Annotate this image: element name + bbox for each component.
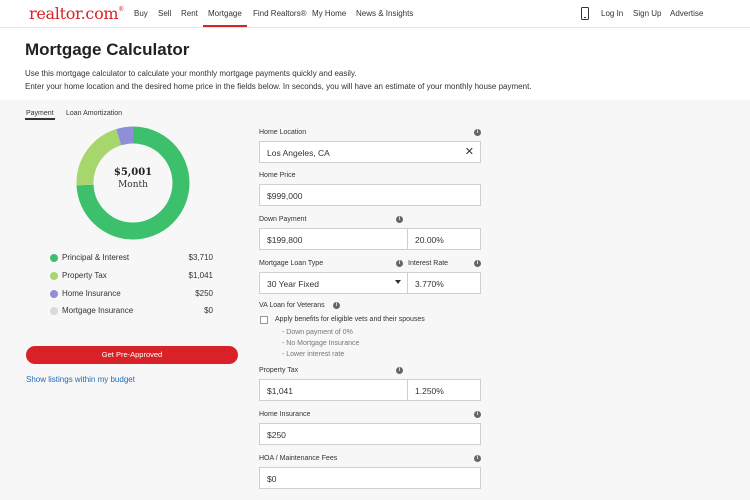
home-location-value: Los Angeles, CA [267, 148, 330, 158]
nav-buy[interactable]: Buy [134, 9, 148, 18]
tab-payment[interactable]: Payment [26, 110, 54, 117]
down-payment-input[interactable]: $199,800 [259, 228, 408, 250]
loan-type-label: Mortgage Loan Type [259, 260, 324, 267]
nav-news-insights[interactable]: News & Insights [356, 9, 414, 18]
legend-label: Mortgage Insurance [62, 306, 134, 315]
legend-dot [50, 307, 58, 315]
info-icon[interactable]: i [474, 455, 481, 462]
top-navigation: realtor.com® Buy Sell Rent Mortgage Find… [0, 0, 750, 28]
page-description-1: Use this mortgage calculator to calculat… [25, 69, 357, 78]
property-tax-percent-input[interactable]: 1.250% [407, 379, 481, 401]
legend-label: Home Insurance [62, 289, 121, 298]
interest-rate-input[interactable]: 3.770% [407, 272, 481, 294]
info-icon[interactable]: i [474, 129, 481, 136]
home-insurance-input[interactable]: $250 [259, 423, 481, 445]
tab-loan-amortization[interactable]: Loan Amortization [66, 110, 123, 117]
legend-label: Property Tax [62, 271, 107, 280]
monthly-payment-label: Month [118, 180, 148, 190]
down-payment-percent-input[interactable]: 20.00% [407, 228, 481, 250]
legend-label: Principal & Interest [62, 253, 130, 262]
nav-sign-up[interactable]: Sign Up [633, 9, 662, 18]
mobile-phone-icon[interactable] [581, 7, 589, 20]
legend-value: $250 [195, 289, 213, 298]
hoa-fees-label: HOA / Maintenance Fees [259, 455, 338, 462]
loan-type-value: 30 Year Fixed [267, 279, 319, 289]
nav-rent[interactable]: Rent [181, 9, 198, 18]
close-icon[interactable]: ✕ [464, 146, 474, 158]
home-location-label: Home Location [259, 129, 307, 136]
page-title: Mortgage Calculator [25, 40, 190, 59]
legend-home-insurance: Home Insurance $250 [50, 288, 213, 300]
property-tax-percent-value: 1.250% [415, 386, 444, 396]
home-insurance-value: $250 [267, 430, 286, 440]
property-tax-value: $1,041 [267, 386, 293, 396]
interest-rate-label: Interest Rate [408, 260, 449, 267]
nav-log-in[interactable]: Log In [601, 9, 624, 18]
info-icon[interactable]: i [396, 367, 403, 374]
home-price-input[interactable]: $999,000 [259, 184, 481, 206]
legend-dot [50, 254, 58, 262]
va-benefit-item: - Lower interest rate [282, 351, 345, 358]
nav-advertise[interactable]: Advertise [670, 9, 704, 18]
va-benefits-label: Apply benefits for eligible vets and the… [275, 316, 425, 323]
property-tax-input[interactable]: $1,041 [259, 379, 408, 401]
home-location-input[interactable]: Los Angeles, CA ✕ [259, 141, 481, 163]
info-icon[interactable]: i [396, 260, 403, 267]
info-icon[interactable]: i [333, 302, 340, 309]
tab-active-indicator [25, 118, 55, 120]
loan-type-select[interactable]: 30 Year Fixed [259, 272, 408, 294]
legend-dot [50, 290, 58, 298]
legend-value: $3,710 [188, 253, 213, 262]
va-benefits-checkbox[interactable] [260, 316, 268, 324]
page-description-2: Enter your home location and the desired… [25, 82, 532, 91]
down-payment-value: $199,800 [267, 235, 303, 245]
payment-donut-chart [76, 126, 190, 240]
show-listings-link[interactable]: Show listings within my budget [26, 375, 135, 384]
monthly-payment-amount: $5,001 [113, 167, 153, 178]
get-pre-approved-button[interactable]: Get Pre-Approved [26, 346, 238, 364]
hoa-fees-input[interactable]: $0 [259, 467, 481, 489]
va-benefit-item: - No Mortgage Insurance [282, 340, 360, 347]
legend-mortgage-insurance: Mortgage Insurance $0 [50, 305, 213, 317]
interest-rate-value: 3.770% [415, 279, 444, 289]
donut-segment-1 [76, 126, 190, 240]
nav-find-realtors[interactable]: Find Realtors® [253, 9, 307, 18]
down-payment-percent-value: 20.00% [415, 235, 444, 245]
nav-mortgage[interactable]: Mortgage [208, 9, 242, 18]
home-insurance-label: Home Insurance [259, 411, 311, 418]
home-price-value: $999,000 [267, 191, 303, 201]
down-payment-label: Down Payment [259, 216, 307, 223]
nav-sell[interactable]: Sell [158, 9, 172, 18]
legend-value: $0 [204, 306, 213, 315]
info-icon[interactable]: i [474, 411, 481, 418]
donut-segment-2 [76, 126, 190, 240]
va-loan-label: VA Loan for Veterans [259, 302, 325, 309]
legend-value: $1,041 [188, 271, 213, 280]
chevron-down-icon [395, 280, 401, 284]
nav-my-home[interactable]: My Home [312, 9, 347, 18]
legend-dot [50, 272, 58, 280]
legend-principal-interest: Principal & Interest $3,710 [50, 252, 213, 264]
va-benefit-item: - Down payment of 0% [282, 329, 353, 336]
info-icon[interactable]: i [474, 260, 481, 267]
realtor-logo[interactable]: realtor.com® [29, 4, 124, 23]
home-price-label: Home Price [259, 172, 296, 179]
info-icon[interactable]: i [396, 216, 403, 223]
legend-property-tax: Property Tax $1,041 [50, 270, 213, 282]
property-tax-label: Property Tax [259, 367, 299, 374]
hoa-fees-value: $0 [267, 474, 277, 484]
nav-active-indicator [203, 25, 247, 27]
